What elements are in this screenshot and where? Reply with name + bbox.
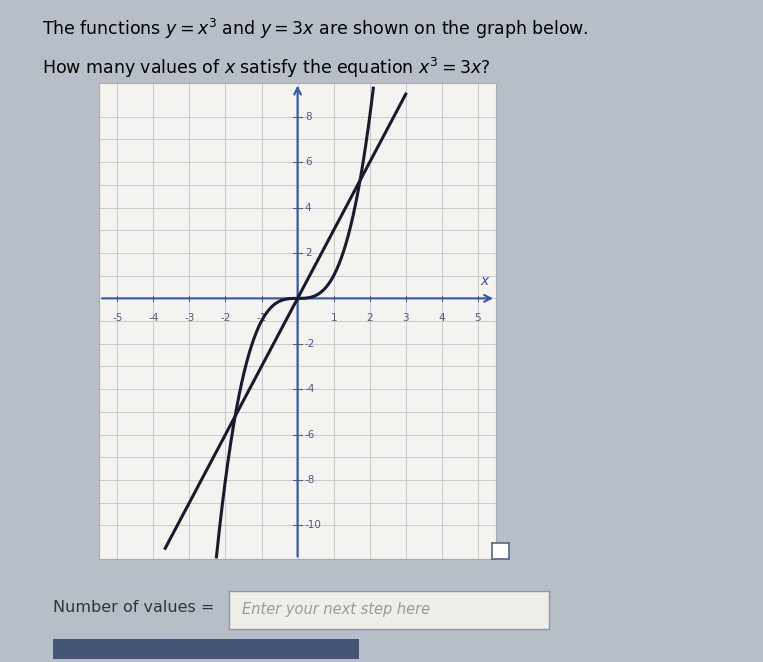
Text: -2: -2 bbox=[304, 339, 315, 349]
Text: -1: -1 bbox=[256, 313, 267, 323]
Text: 2: 2 bbox=[304, 248, 311, 258]
Text: 3: 3 bbox=[402, 313, 409, 323]
Text: How many values of $x$ satisfy the equation $x^3 = 3x$?: How many values of $x$ satisfy the equat… bbox=[42, 56, 491, 80]
Text: 8: 8 bbox=[304, 112, 311, 122]
Text: Enter your next step here: Enter your next step here bbox=[242, 602, 430, 617]
Text: 6: 6 bbox=[304, 157, 311, 167]
Text: -8: -8 bbox=[304, 475, 315, 485]
Text: Number of values =: Number of values = bbox=[53, 600, 215, 615]
Text: 5: 5 bbox=[475, 313, 481, 323]
Text: -10: -10 bbox=[304, 520, 322, 530]
Text: 2: 2 bbox=[366, 313, 373, 323]
Text: -4: -4 bbox=[304, 384, 315, 394]
Text: 1: 1 bbox=[330, 313, 337, 323]
Text: -5: -5 bbox=[112, 313, 122, 323]
Text: -6: -6 bbox=[304, 430, 315, 440]
Text: -2: -2 bbox=[221, 313, 230, 323]
Text: -3: -3 bbox=[184, 313, 195, 323]
Text: The functions $y = x^3$ and $y = 3x$ are shown on the graph below.: The functions $y = x^3$ and $y = 3x$ are… bbox=[42, 17, 588, 40]
Text: 4: 4 bbox=[439, 313, 445, 323]
Text: 4: 4 bbox=[304, 203, 311, 213]
Text: -4: -4 bbox=[148, 313, 159, 323]
Text: x: x bbox=[481, 274, 489, 288]
